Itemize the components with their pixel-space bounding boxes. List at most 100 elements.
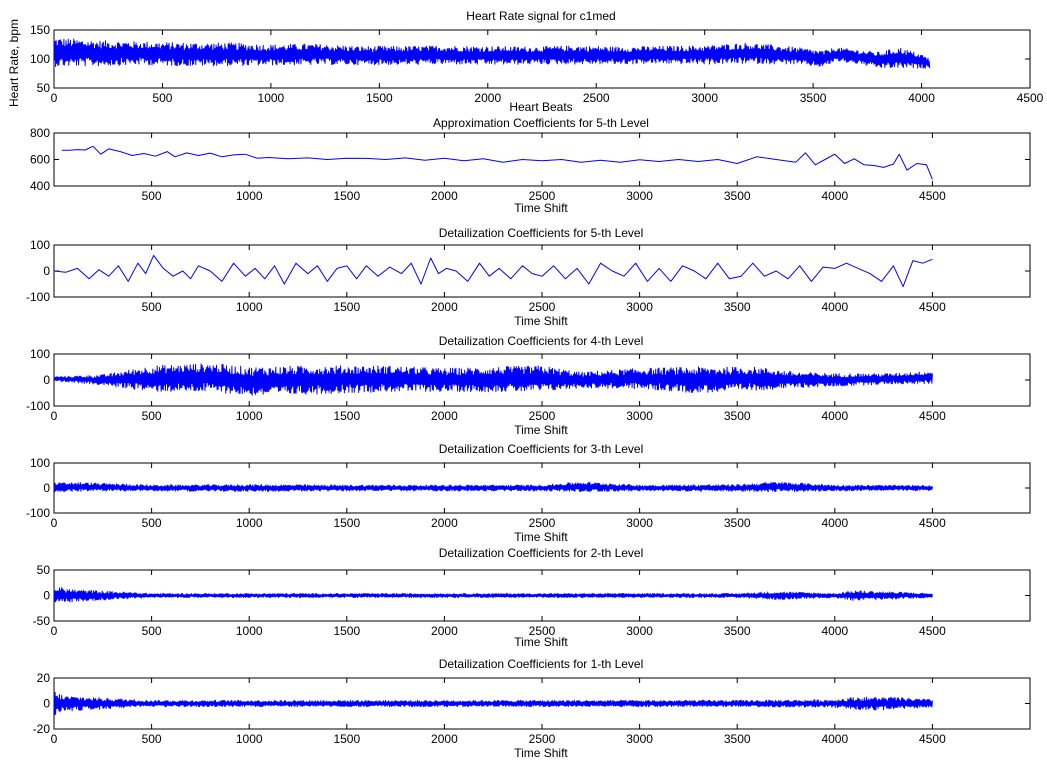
x-tick-label: 4000 [821,189,848,203]
x-tick-label: 4000 [821,300,848,314]
x-tick-label: 4000 [908,91,935,105]
x-tick-label: 0 [51,732,58,746]
x-tick-label: 500 [152,91,172,105]
x-tick-label: 4500 [919,189,946,203]
x-axis-label: Time Shift [514,201,568,215]
x-axis-label: Time Shift [514,314,568,328]
x-axis-label: Time Shift [514,530,568,544]
x-tick-label: 1000 [236,516,263,530]
y-tick-label: -20 [33,722,51,736]
subplot-4: Detailization Coefficients for 4-th Leve… [26,334,1031,437]
subplot-7: Detailization Coefficients for 1-th Leve… [33,657,1031,760]
x-tick-label: 1500 [333,516,360,530]
x-tick-label: 1500 [333,624,360,638]
x-tick-label: 3500 [724,624,751,638]
x-tick-label: 500 [142,732,162,746]
x-tick-label: 4500 [919,300,946,314]
x-tick-label: 3500 [724,189,751,203]
x-tick-label: 2500 [529,300,556,314]
x-tick-label: 0 [51,516,58,530]
x-axis-label: Time Shift [514,746,568,760]
x-tick-label: 1500 [333,300,360,314]
subplot-title: Detailization Coefficients for 3-th Leve… [439,442,644,456]
y-tick-label: 0 [43,589,50,603]
x-tick-label: 4500 [919,516,946,530]
x-tick-label: 500 [142,624,162,638]
x-tick-label: 1500 [333,189,360,203]
x-tick-label: 2000 [431,300,458,314]
plot-frame [53,244,1031,298]
x-tick-label: 4000 [821,624,848,638]
x-tick-label: 2500 [529,624,556,638]
x-tick-label: 2500 [583,91,610,105]
y-tick-label: 600 [30,153,50,167]
x-tick-label: 500 [142,516,162,530]
y-tick-label: 100 [30,238,50,252]
series-line [53,691,933,716]
y-tick-label: 100 [30,456,50,470]
x-tick-label: 3500 [724,409,751,423]
subplot-1: Heart Rate signal for c1med 0 500 1000 1500 2… [7,9,1044,114]
x-tick-label: 2500 [529,516,556,530]
subplot-title: Detailization Coefficients for 4-th Leve… [439,334,644,348]
y-tick-label: -50 [33,614,51,628]
y-tick-label: 100 [30,347,50,361]
y-tick-label: 50 [37,563,51,577]
subplot-3: Detailization Coefficients for 5-th Leve… [26,226,1031,328]
subplot-6: Detailization Coefficients for 2-th Leve… [33,546,1031,649]
x-tick-label: 4500 [1017,91,1044,105]
y-tick-label: 100 [30,52,50,66]
x-tick-label: 1500 [333,409,360,423]
x-tick-label: 500 [142,189,162,203]
subplot-5: Detailization Coefficients for 3-th Leve… [26,442,1031,544]
plot-frame [53,132,1031,187]
series-line [53,254,933,288]
series-line [53,481,933,493]
x-tick-label: 0 [51,409,58,423]
x-tick-label: 0 [51,624,58,638]
x-tick-label: 2000 [431,516,458,530]
x-tick-label: 1500 [366,91,393,105]
x-tick-label: 2500 [529,409,556,423]
x-tick-label: 1000 [236,189,263,203]
x-tick-label: 4000 [821,409,848,423]
subplot-title: Detailization Coefficients for 2-th Leve… [439,546,644,560]
x-tick-label: 3000 [626,300,653,314]
subplot-title: Detailization Coefficients for 5-th Leve… [439,226,644,240]
x-tick-label: 1000 [236,300,263,314]
x-tick-label: 3500 [800,91,827,105]
x-tick-label: 1000 [236,732,263,746]
x-tick-label: 3500 [724,732,751,746]
x-tick-label: 500 [142,409,162,423]
x-tick-label: 0 [51,91,58,105]
y-tick-label: 0 [43,697,50,711]
x-tick-label: 2500 [529,732,556,746]
x-tick-label: 3000 [626,189,653,203]
y-tick-label: 800 [30,126,50,140]
x-tick-label: 1000 [258,91,285,105]
y-tick-label: -100 [26,290,50,304]
x-tick-label: 4500 [919,409,946,423]
x-tick-label: 4500 [919,624,946,638]
x-axis-label: Time Shift [514,423,568,437]
y-tick-label: 400 [30,179,50,193]
x-tick-label: 2000 [431,624,458,638]
series-line [61,145,933,180]
y-tick-label: -100 [26,506,50,520]
x-tick-label: 3000 [691,91,718,105]
series-line [53,363,933,396]
subplot-2: Approximation Coefficients for 5-th Leve… [30,116,1031,215]
subplot-title: Detailization Coefficients for 1-th Leve… [439,657,644,671]
x-tick-label: 3000 [626,409,653,423]
x-tick-label: 2000 [431,732,458,746]
x-tick-label: 1500 [333,732,360,746]
x-tick-label: 1000 [236,624,263,638]
x-tick-label: 2000 [431,189,458,203]
series-line [53,587,933,603]
x-axis-label: Time Shift [514,635,568,649]
x-tick-label: 4000 [821,732,848,746]
y-tick-label: 50 [37,81,51,95]
x-tick-label: 4500 [919,732,946,746]
y-axis-label: Heart Rate, bpm [7,19,21,107]
